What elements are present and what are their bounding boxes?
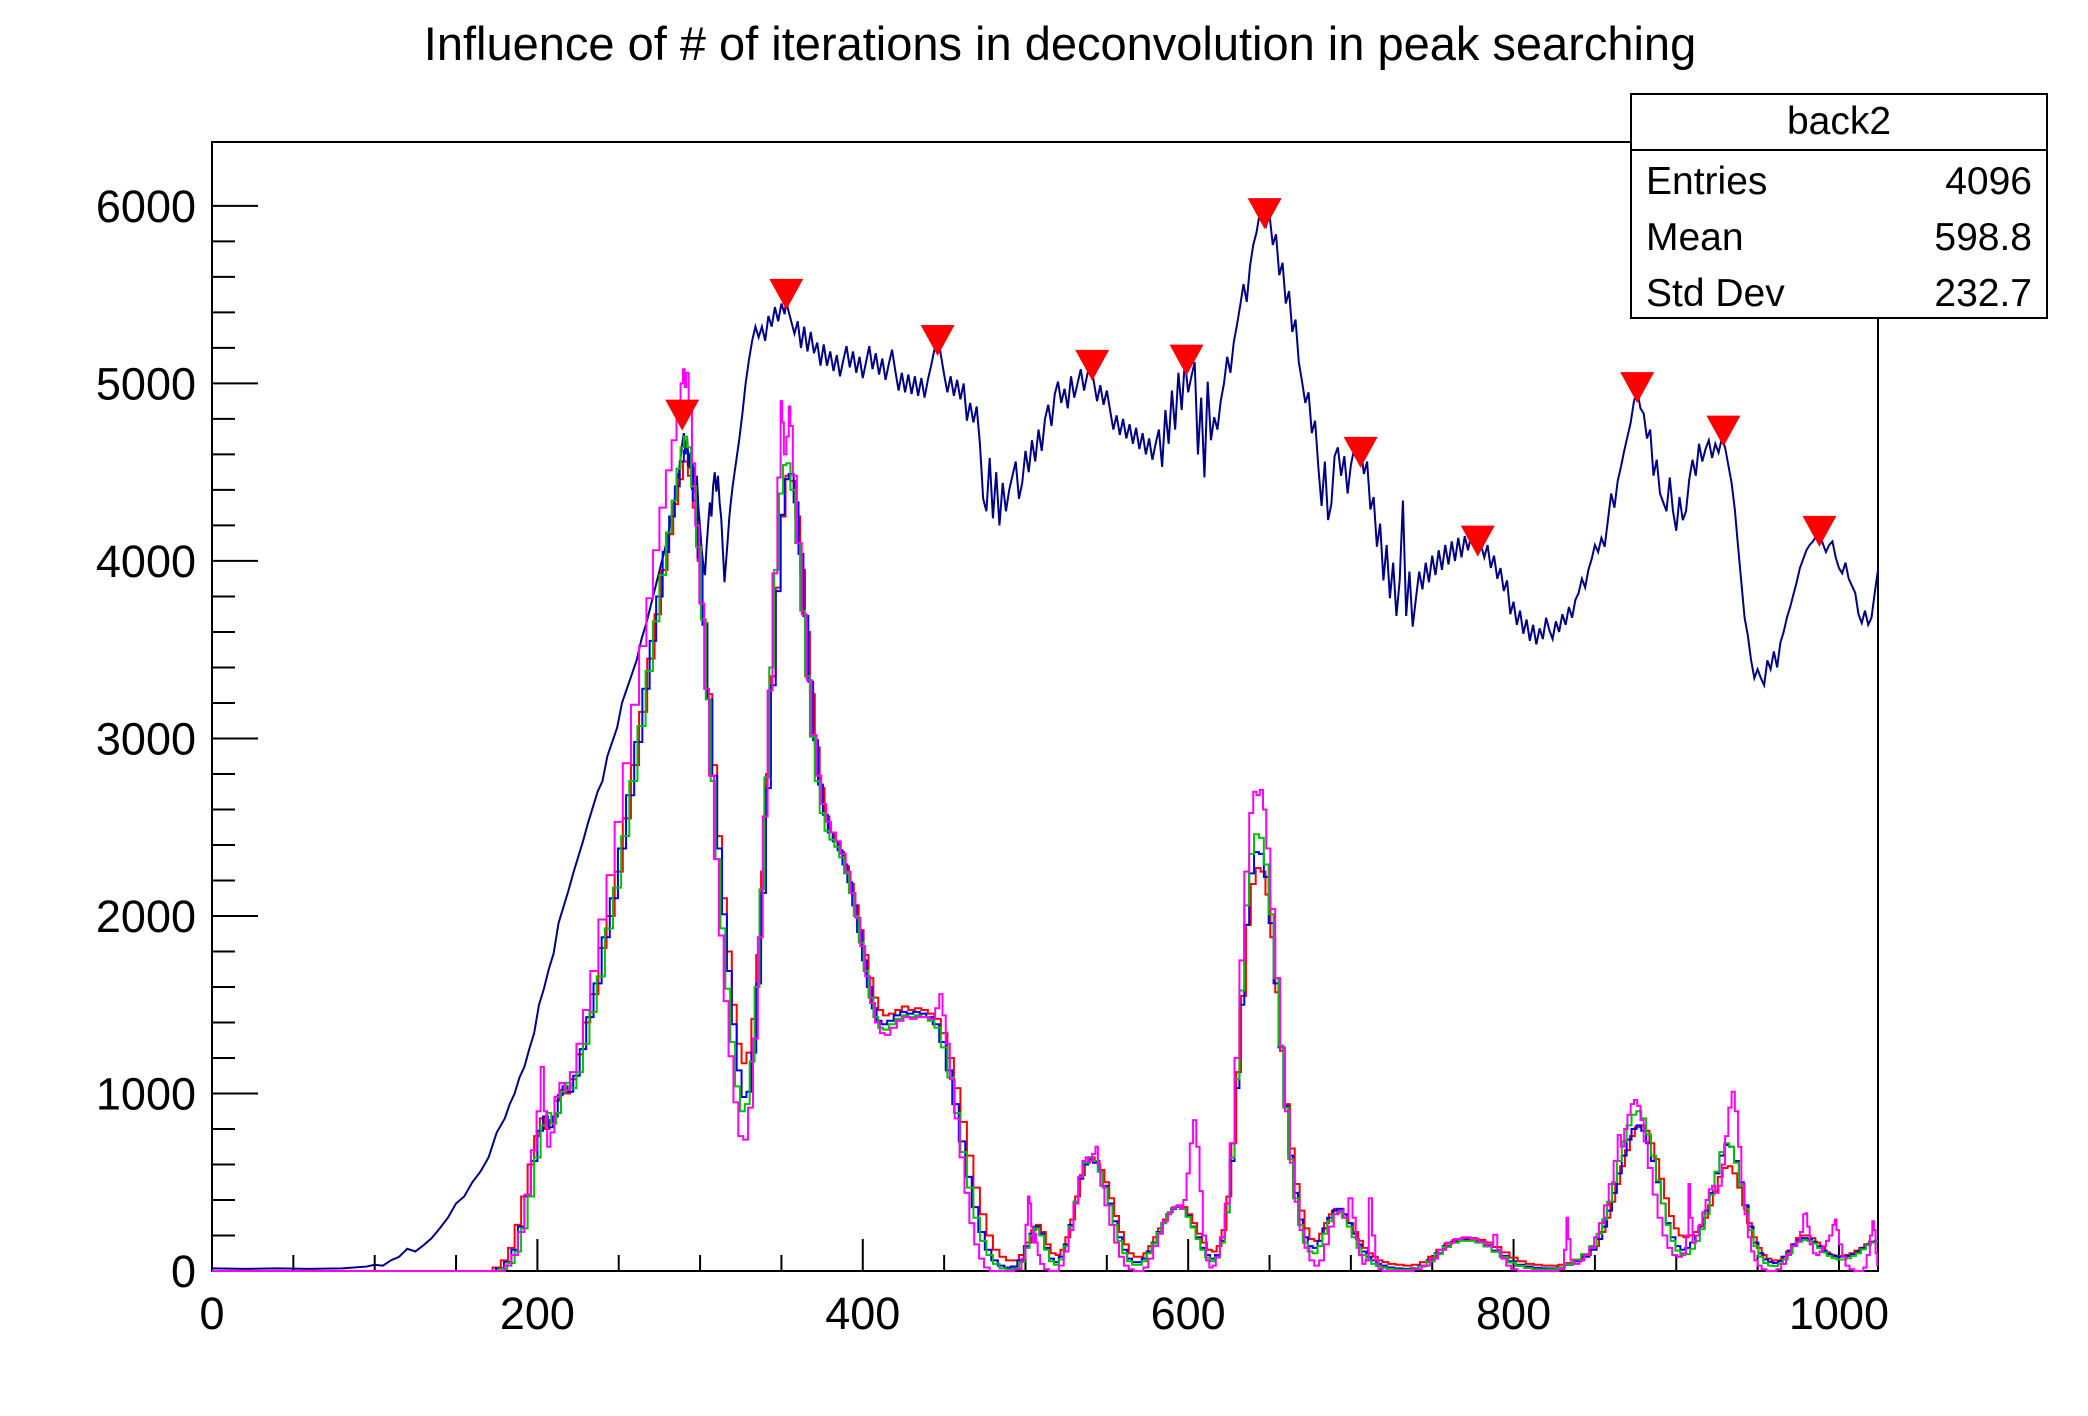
x-axis-tick-label: 0: [199, 1288, 224, 1339]
stats-label-mean: Mean: [1646, 216, 1744, 259]
peak-marker-triangle-icon: [920, 325, 955, 357]
stats-label-stddev: Std Dev: [1646, 272, 1785, 315]
y-axis-tick-label: 5000: [96, 358, 196, 409]
x-axis-tick-label: 600: [1151, 1288, 1226, 1339]
peak-marker-triangle-icon: [1802, 515, 1837, 547]
peak-marker-triangle-icon: [665, 399, 700, 431]
stats-rows: Entries 4096 Mean 598.8 Std Dev 232.7: [1632, 151, 2046, 321]
series-deconvolution-1000-iterations: [212, 368, 1879, 1272]
y-axis-tick-label: 4000: [96, 536, 196, 587]
peak-marker-triangle-icon: [1706, 415, 1741, 447]
peak-marker-triangle-icon: [1169, 344, 1204, 376]
x-axis-tick-label: 400: [825, 1288, 900, 1339]
stats-value-entries: 4096: [1945, 160, 2032, 203]
x-axis-tick-label: 1000: [1789, 1288, 1889, 1339]
x-axis-tick-label: 800: [1476, 1288, 1551, 1339]
y-axis-tick-label: 3000: [96, 713, 196, 764]
stats-box: back2 Entries 4096 Mean 598.8 Std Dev 23…: [1630, 93, 2048, 319]
peak-marker-triangle-icon: [1620, 372, 1655, 404]
peak-marker-triangle-icon: [1075, 349, 1110, 381]
y-axis-tick-label: 1000: [96, 1068, 196, 1119]
peak-marker-triangle-icon: [1343, 436, 1378, 468]
stats-row-entries: Entries 4096: [1646, 153, 2032, 209]
stats-row-mean: Mean 598.8: [1646, 209, 2032, 265]
y-axis-tick-label: 6000: [96, 181, 196, 232]
stats-value-stddev: 232.7: [1934, 272, 2032, 315]
series-deconvolution-10-iterations: [212, 449, 1878, 1272]
peak-marker-triangle-icon: [1247, 198, 1282, 230]
series-deconvolution-3-iterations: [212, 460, 1878, 1272]
stats-value-mean: 598.8: [1934, 216, 2032, 259]
peak-marker-triangle-icon: [1460, 525, 1495, 557]
y-axis-tick-label: 2000: [96, 891, 196, 942]
series-back2-source-spectrum: [211, 198, 1879, 1270]
stats-box-title: back2: [1632, 95, 2046, 151]
stats-row-stddev: Std Dev 232.7: [1646, 265, 2032, 321]
plot-frame: [211, 141, 1879, 1272]
chart-title: Influence of # of iterations in deconvol…: [423, 17, 1697, 70]
series-deconvolution-100-iterations: [212, 435, 1878, 1272]
y-axis-tick-label: 0: [171, 1246, 196, 1297]
stats-label-entries: Entries: [1646, 160, 1768, 203]
x-axis-tick-label: 200: [500, 1288, 575, 1339]
peak-marker-triangle-icon: [769, 278, 804, 310]
